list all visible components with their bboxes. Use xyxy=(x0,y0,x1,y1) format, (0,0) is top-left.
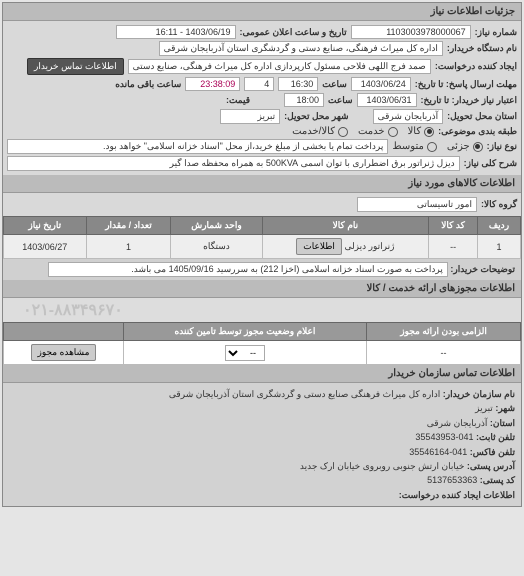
radio-medium-label: متوسط xyxy=(392,141,423,152)
licenses-header: اطلاعات مجوزهای ارائه خدمت / کالا xyxy=(3,280,521,298)
radio-partial[interactable] xyxy=(473,142,483,152)
col-name: نام کالا xyxy=(262,217,429,235)
col-idx: ردیف xyxy=(477,217,520,235)
radio-both[interactable] xyxy=(338,127,348,137)
c-fax-label: تلفن فاکس: xyxy=(470,447,515,457)
announce-time-value: 1403/06/19 - 16:11 xyxy=(116,25,236,39)
deadline-label: مهلت ارسال پاسخ: تا تاریخ: xyxy=(415,79,517,90)
countdown: 23:38:09 xyxy=(185,77,240,91)
org-name-label: نام سازمان خریدار: xyxy=(443,389,515,399)
watermark-row: ۰۲۱-۸۸۳۴۹۶۷۰ xyxy=(3,298,521,322)
goods-table: ردیف کد کالا نام کالا واحد شمارش تعداد /… xyxy=(3,216,521,259)
radio-medium[interactable] xyxy=(427,142,437,152)
org-name: اداره کل میراث فرهنگی صنایع دستی و گردشگ… xyxy=(169,389,440,399)
table-row: 1 -- ژنراتور دیزلی اطلاعات دستگاه 1 1403… xyxy=(4,235,521,259)
validity-date: 1403/06/31 xyxy=(357,93,417,107)
buyer-note-row: توضیحات خریدار: پرداخت به صورت اسناد خزا… xyxy=(3,259,521,280)
city-label: شهر محل تحویل: xyxy=(284,111,348,122)
c-postal: 5137653363 xyxy=(427,475,477,485)
partial-payment-note: پرداخت تمام یا بخشی از مبلغ خرید،از محل … xyxy=(7,139,388,154)
need-type-radio-group: جزئی متوسط xyxy=(392,141,482,152)
buyer-org-value: اداره کل میراث فرهنگی، صنایع دستی و گردش… xyxy=(159,41,443,56)
cell-code: -- xyxy=(429,235,478,259)
c-province-label: استان: xyxy=(490,418,515,428)
lic-mandatory: -- xyxy=(367,341,521,365)
license-status-select[interactable]: -- xyxy=(225,345,265,361)
cell-date: 1403/06/27 xyxy=(4,235,87,259)
buyer-note-value: پرداخت به صورت اسناد خزانه اسلامی (اخزا … xyxy=(48,262,448,277)
c-fax: 041-35546164 xyxy=(409,447,467,457)
cell-qty: 1 xyxy=(86,235,171,259)
page-title: جزئیات اطلاعات نیاز xyxy=(3,3,521,21)
validity-time: 18:00 xyxy=(284,93,324,107)
requester-value: صمد فرج اللهی فلاحی مسئول کارپردازی ادار… xyxy=(128,59,431,74)
contact-buyer-button[interactable]: اطلاعات تماس خریدار xyxy=(27,58,124,75)
goods-name-text: ژنراتور دیزلی xyxy=(344,241,394,251)
buyer-note-label: توضیحات خریدار: xyxy=(450,264,515,274)
time-label-1: ساعت xyxy=(322,79,347,90)
lic-action-cell: مشاهده مجوز xyxy=(4,341,124,365)
licenses-table: الزامی بودن ارائه مجوز اعلام وضعیت مجوز … xyxy=(3,322,521,365)
need-no-label: شماره نیاز: xyxy=(475,27,517,38)
need-no-value: 1103003978000067 xyxy=(351,25,471,39)
group-value: امور تاسیساتی xyxy=(357,197,477,212)
cell-name: ژنراتور دیزلی اطلاعات xyxy=(262,235,429,259)
c-province: آذربایجان شرقی xyxy=(427,418,488,428)
watermark-text: ۰۲۱-۸۸۳۴۹۶۷۰ xyxy=(23,300,123,320)
radio-goods-label: کالا xyxy=(408,126,422,137)
radio-both-label: کالا/خدمت xyxy=(292,126,335,137)
requester-label: ایجاد کننده درخواست: xyxy=(435,61,517,72)
main-desc-value: دیزل ژنراتور برق اضطراری با توان اسمی 50… xyxy=(7,156,460,171)
province-value: آذربایجان شرقی xyxy=(373,109,444,124)
col-date: تاریخ نیاز xyxy=(4,217,87,235)
c-city: تبریز xyxy=(475,403,493,413)
cell-unit: دستگاه xyxy=(171,235,262,259)
buyer-org-label: نام دستگاه خریدار: xyxy=(447,43,517,54)
goods-section-header: اطلاعات کالاهای مورد نیاز xyxy=(3,175,521,193)
budget-type-label: طبقه بندی موضوعی: xyxy=(438,126,517,137)
license-row: -- -- مشاهده مجوز xyxy=(4,341,521,365)
province-label: استان محل تحویل: xyxy=(447,111,517,122)
radio-partial-label: جزئی xyxy=(447,141,470,152)
radio-service[interactable] xyxy=(388,127,398,137)
contact-header: اطلاعات تماس سازمان خریدار xyxy=(3,365,521,383)
c-address-label: آدرس پستی: xyxy=(467,461,515,471)
view-license-button[interactable]: مشاهده مجوز xyxy=(31,344,97,361)
lic-col-mandatory: الزامی بودن ارائه مجوز xyxy=(367,323,521,341)
radio-goods[interactable] xyxy=(424,127,434,137)
deadline-date: 1403/06/24 xyxy=(351,77,411,91)
price-label: قیمت: xyxy=(226,95,250,106)
cell-idx: 1 xyxy=(477,235,520,259)
col-qty: تعداد / مقدار xyxy=(86,217,171,235)
main-desc-label: شرح کلی نیاز: xyxy=(464,158,517,169)
days-left: 4 xyxy=(244,77,274,91)
col-code: کد کالا xyxy=(429,217,478,235)
c-requester-label: اطلاعات ایجاد کننده درخواست: xyxy=(399,490,515,500)
validity-label: اعتبار نیاز خریدار: تا تاریخ: xyxy=(421,95,517,106)
city-value: تبریز xyxy=(220,109,280,124)
c-address: خیابان ارتش جنوبی روبروی خیابان ارک جدید xyxy=(300,461,465,471)
time-label-2: ساعت xyxy=(328,95,353,106)
c-phone-label: تلفن ثابت: xyxy=(476,432,515,442)
announce-time-label: تاریخ و ساعت اعلان عمومی: xyxy=(240,27,347,38)
c-phone: 041-35543953 xyxy=(415,432,473,442)
remaining-hint: ساعت باقی مانده xyxy=(115,79,181,90)
contact-block: نام سازمان خریدار: اداره کل میراث فرهنگی… xyxy=(3,383,521,506)
deadline-time: 16:30 xyxy=(278,77,318,91)
lic-col-status: اعلام وضعیت مجوز توسط تامین کننده xyxy=(123,323,366,341)
budget-radio-group: کالا خدمت کالا/خدمت xyxy=(292,126,434,137)
c-postal-label: کد پستی: xyxy=(480,475,515,485)
info-button[interactable]: اطلاعات xyxy=(296,238,342,255)
general-info: شماره نیاز: 1103003978000067 تاریخ و ساع… xyxy=(3,21,521,175)
lic-col-action xyxy=(4,323,124,341)
need-type-label: نوع نیاز: xyxy=(487,141,517,152)
lic-status-cell: -- xyxy=(123,341,366,365)
group-label: گروه کالا: xyxy=(481,199,517,210)
col-unit: واحد شمارش xyxy=(171,217,262,235)
radio-service-label: خدمت xyxy=(358,126,385,137)
c-city-label: شهر: xyxy=(495,403,515,413)
